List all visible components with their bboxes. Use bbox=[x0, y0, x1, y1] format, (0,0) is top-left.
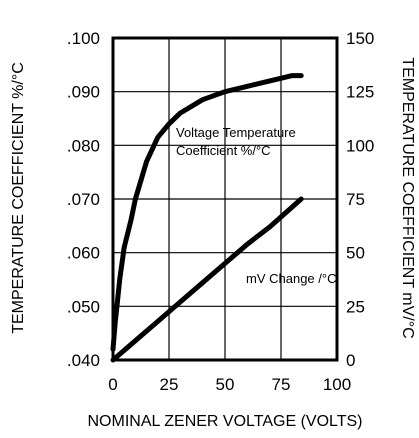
y-left-tick-label: .040 bbox=[67, 351, 100, 370]
y-right-tick-label: 150 bbox=[346, 29, 374, 48]
x-tick-label: 100 bbox=[323, 375, 351, 394]
series-line-percent-per-c bbox=[110, 73, 304, 352]
x-tick-label: 0 bbox=[108, 375, 117, 394]
y-right-tick-label: 125 bbox=[346, 83, 374, 102]
y-left-tick-label: .070 bbox=[67, 190, 100, 209]
y-right-tick-label: 50 bbox=[346, 244, 365, 263]
y-left-tick-label: .090 bbox=[67, 83, 100, 102]
y-left-tick-label: .050 bbox=[67, 297, 100, 316]
annotation-mv-change: mV Change /°C bbox=[246, 271, 336, 286]
x-tick-label: 25 bbox=[160, 375, 179, 394]
y-axis-title-right: TEMPERATURE COEFFICIENT mV/°C bbox=[399, 57, 416, 338]
series-layer bbox=[110, 73, 304, 363]
y-right-tick-label: 75 bbox=[346, 190, 365, 209]
annotation-vtc-line1: Voltage Temperature bbox=[176, 125, 296, 140]
y-axis-title-left: TEMPERATURE COEFFICIENT %/°C bbox=[10, 62, 27, 334]
x-tick-label: 50 bbox=[216, 375, 235, 394]
y-left-tick-label: .060 bbox=[67, 244, 100, 263]
annotation-vtc-line2: Coefficient %/°C bbox=[176, 143, 271, 158]
x-tick-label: 75 bbox=[272, 375, 291, 394]
y-right-tick-label: 25 bbox=[346, 297, 365, 316]
y-right-tick-label: 100 bbox=[346, 136, 374, 155]
series-line-mv-per-c bbox=[110, 196, 304, 363]
y-right-tick-label: 0 bbox=[346, 351, 355, 370]
y-left-tick-label: .080 bbox=[67, 136, 100, 155]
y-left-tick-label: .100 bbox=[67, 29, 100, 48]
tick-labels: 0 25 50 75 100 .040 .050 .060 .070 .080 .090 .100 0 2… bbox=[67, 29, 374, 394]
x-axis-title: NOMINAL ZENER VOLTAGE (VOLTS) bbox=[88, 413, 363, 430]
